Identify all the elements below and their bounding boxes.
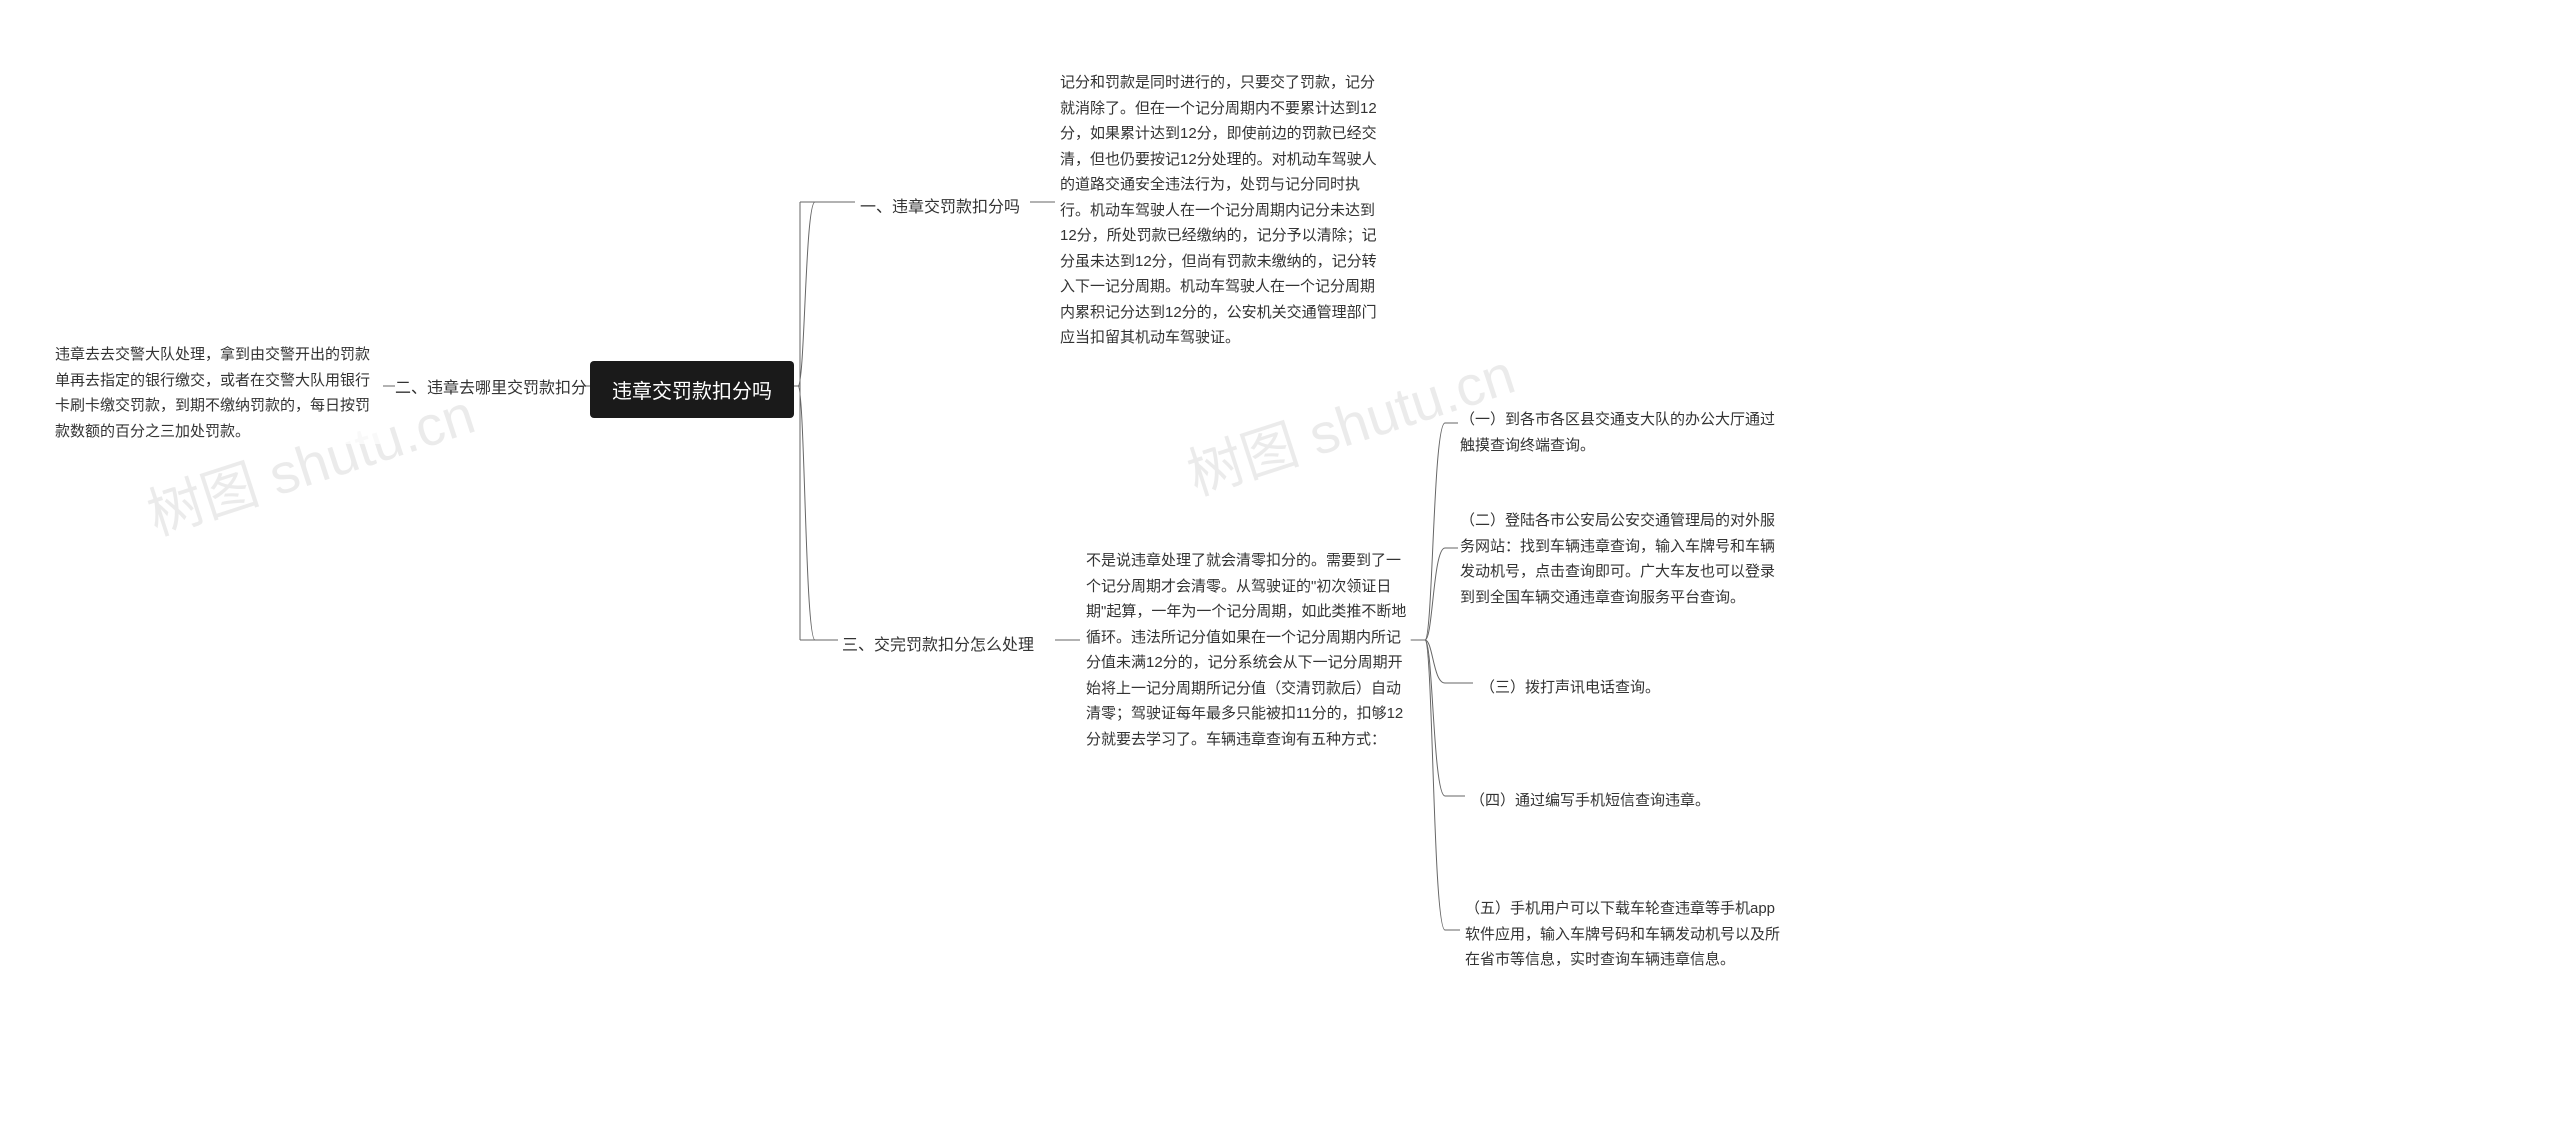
branch-1-label: 一、违章交罚款扣分吗 xyxy=(860,193,1020,217)
root-node: 违章交罚款扣分吗 xyxy=(590,361,794,418)
sub-item-3: （三）拨打声讯电话查询。 xyxy=(1480,675,1660,701)
branch-3-label: 三、交完罚款扣分怎么处理 xyxy=(842,631,1034,655)
branch-2-detail: 违章去去交警大队处理，拿到由交警开出的罚款单再去指定的银行缴交，或者在交警大队用… xyxy=(55,342,380,444)
branch-1-detail: 记分和罚款是同时进行的，只要交了罚款，记分就消除了。但在一个记分周期内不要累计达… xyxy=(1060,70,1380,351)
sub-item-4: （四）通过编写手机短信查询违章。 xyxy=(1470,788,1710,814)
branch-3-detail: 不是说违章处理了就会清零扣分的。需要到了一个记分周期才会清零。从驾驶证的"初次领… xyxy=(1086,548,1411,752)
sub-item-1: （一）到各市各区县交通支大队的办公大厅通过触摸查询终端查询。 xyxy=(1460,407,1778,458)
root-label: 违章交罚款扣分吗 xyxy=(612,381,772,403)
branch-2-label: 二、违章去哪里交罚款扣分 xyxy=(395,374,587,398)
sub-item-2: （二）登陆各市公安局公安交通管理局的对外服务网站：找到车辆违章查询，输入车牌号和… xyxy=(1460,508,1778,610)
sub-item-5: （五）手机用户可以下载车轮查违章等手机app软件应用，输入车牌号码和车辆发动机号… xyxy=(1465,896,1783,973)
